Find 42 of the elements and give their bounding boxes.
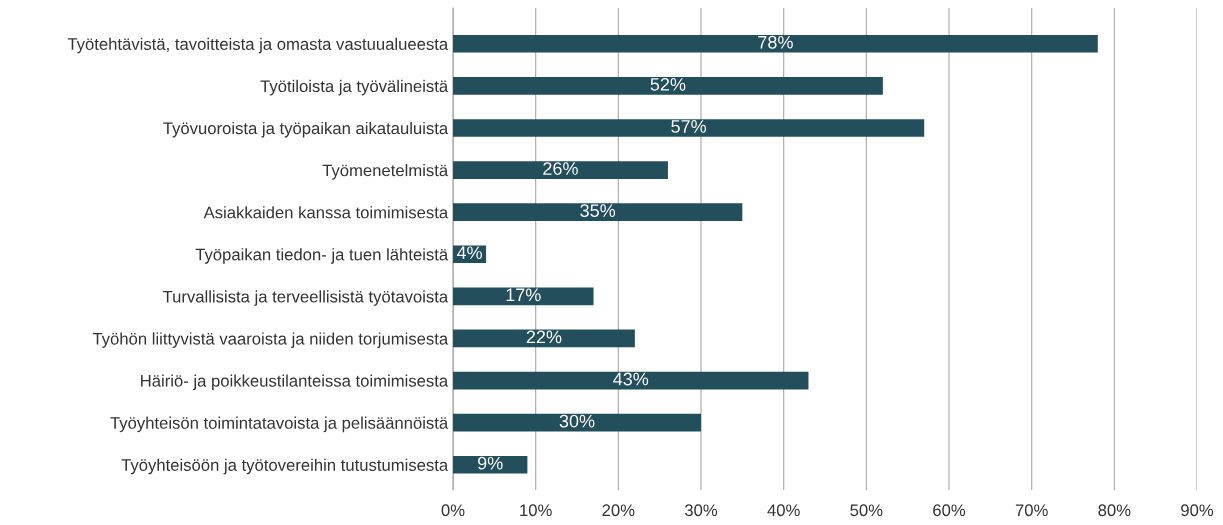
data-label: 52% bbox=[650, 77, 686, 91]
data-label: 30% bbox=[559, 414, 595, 428]
bar bbox=[453, 413, 701, 432]
bar bbox=[453, 329, 635, 348]
data-label: 78% bbox=[758, 35, 793, 49]
x-tick-label: 40% bbox=[767, 504, 800, 517]
x-tick-label: 20% bbox=[602, 504, 635, 517]
y-tick-label: Työvuoroista ja työpaikan aikatauluista bbox=[163, 121, 449, 138]
x-tick-label: 60% bbox=[933, 504, 966, 517]
bar bbox=[453, 287, 594, 306]
x-tick-label: 90% bbox=[1181, 504, 1214, 517]
x-tick-label: 80% bbox=[1098, 504, 1131, 517]
data-label: 17% bbox=[506, 288, 541, 302]
y-tick-label: Työyhteisön toimintatavoista ja pelisäännöistä bbox=[110, 416, 449, 433]
bar bbox=[453, 371, 809, 390]
data-label: 26% bbox=[543, 162, 578, 175]
x-tick-label: 0% bbox=[441, 504, 465, 517]
data-label: 43% bbox=[613, 372, 649, 386]
data-label: 22% bbox=[526, 330, 562, 344]
bar bbox=[453, 34, 1098, 53]
y-tick-label: Työpaikan tiedon- ja tuen lähteistä bbox=[195, 248, 449, 264]
y-tick-label: Turvallisista ja terveellisistä työtavoista bbox=[162, 290, 449, 306]
y-tick-label: Työhön liittyvistä vaaroista ja niiden torjumisesta bbox=[92, 332, 449, 348]
x-tick-label: 50% bbox=[850, 504, 883, 517]
y-tick-label: Työtehtävistä, tavoitteista ja omasta vastuualueesta bbox=[67, 37, 449, 54]
y-tick-label: Työtiloista ja työvälineistä bbox=[260, 79, 449, 96]
x-tick-label: 10% bbox=[520, 504, 552, 517]
y-tick-label: Häiriö- ja poikkeustilanteissa toimimisesta bbox=[141, 374, 449, 391]
y-tick-label: Asiakkaiden kanssa toimimisesta bbox=[203, 206, 449, 219]
bar bbox=[453, 161, 668, 179]
bar bbox=[453, 119, 925, 137]
bar bbox=[453, 203, 743, 222]
x-tick-label: 70% bbox=[1015, 504, 1048, 517]
data-label: 57% bbox=[671, 120, 707, 133]
y-tick-label: Työyhteisöön ja työtovereihin tutustumisesta bbox=[121, 458, 449, 475]
bar bbox=[453, 455, 528, 474]
y-tick-label: Työmenetelmistä bbox=[322, 164, 449, 180]
data-label: 4% bbox=[456, 246, 482, 260]
x-tick-label: 30% bbox=[684, 504, 718, 517]
bar bbox=[453, 77, 883, 95]
data-label: 35% bbox=[580, 204, 616, 218]
data-label: 9% bbox=[478, 456, 503, 470]
